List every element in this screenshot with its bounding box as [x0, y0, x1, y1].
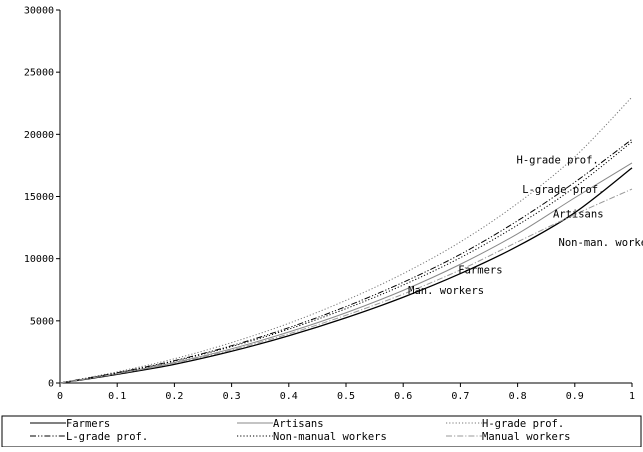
- y-tick-label: 30000: [24, 6, 54, 17]
- y-tick-label: 25000: [24, 68, 54, 79]
- x-tick-label: 0.4: [280, 391, 298, 402]
- y-tick-label: 0: [48, 379, 54, 390]
- x-tick-label: 0.2: [165, 391, 183, 402]
- legend-label-h-grade-prof: H-grade prof.: [482, 418, 564, 430]
- x-tick-label: 0.6: [394, 391, 412, 402]
- y-tick-label: 5000: [30, 316, 54, 327]
- axes: 0 5000 10000 15000 20000 25000 30000 0 0.1 0.2 0.3…: [24, 6, 635, 403]
- x-tick-label: 0.3: [223, 391, 241, 402]
- annotations: H-grade prof. L-grade prof. Artisans Non-ma…: [408, 155, 643, 298]
- annotation-label: Non-man. workers: [559, 237, 643, 249]
- legend-label-non-manual-workers: Non-manual workers: [273, 431, 387, 443]
- legend-label-manual-workers: Manual workers: [482, 431, 571, 443]
- series-line-manual-workers: [59, 188, 633, 384]
- annotation-label: Man. workers: [408, 285, 484, 297]
- annotation-label: H-grade prof.: [517, 155, 599, 167]
- series-lines: [59, 96, 633, 384]
- series-line-h-grade-prof: [59, 96, 633, 384]
- legend-label-artisans: Artisans: [273, 418, 324, 430]
- x-tick-label: 1: [629, 391, 635, 402]
- series-line-l-grade-prof: [59, 138, 633, 384]
- series-line-farmers: [59, 167, 633, 384]
- y-tick-label: 10000: [24, 254, 54, 265]
- x-tick-label: 0: [57, 391, 63, 402]
- annotation-label: Farmers: [458, 265, 502, 277]
- annotation-label: L-grade prof.: [522, 184, 604, 196]
- series-line-artisans: [59, 162, 633, 384]
- y-tick-label: 20000: [24, 130, 54, 141]
- x-tick-label: 0.7: [451, 391, 469, 402]
- legend: Farmers Artisans H-grade prof. L-grade prof…: [1, 415, 642, 448]
- x-tick-label: 0.1: [108, 391, 126, 402]
- x-tick-label: 0.9: [566, 391, 584, 402]
- legend-label-farmers: Farmers: [66, 418, 110, 430]
- y-tick-label: 15000: [24, 192, 54, 203]
- x-tick-label: 0.5: [337, 391, 355, 402]
- annotation-label: Artisans: [553, 209, 604, 221]
- x-tick-label: 0.8: [509, 391, 527, 402]
- series-line-non-manual-workers: [59, 141, 633, 384]
- legend-label-l-grade-prof: L-grade prof.: [66, 431, 148, 443]
